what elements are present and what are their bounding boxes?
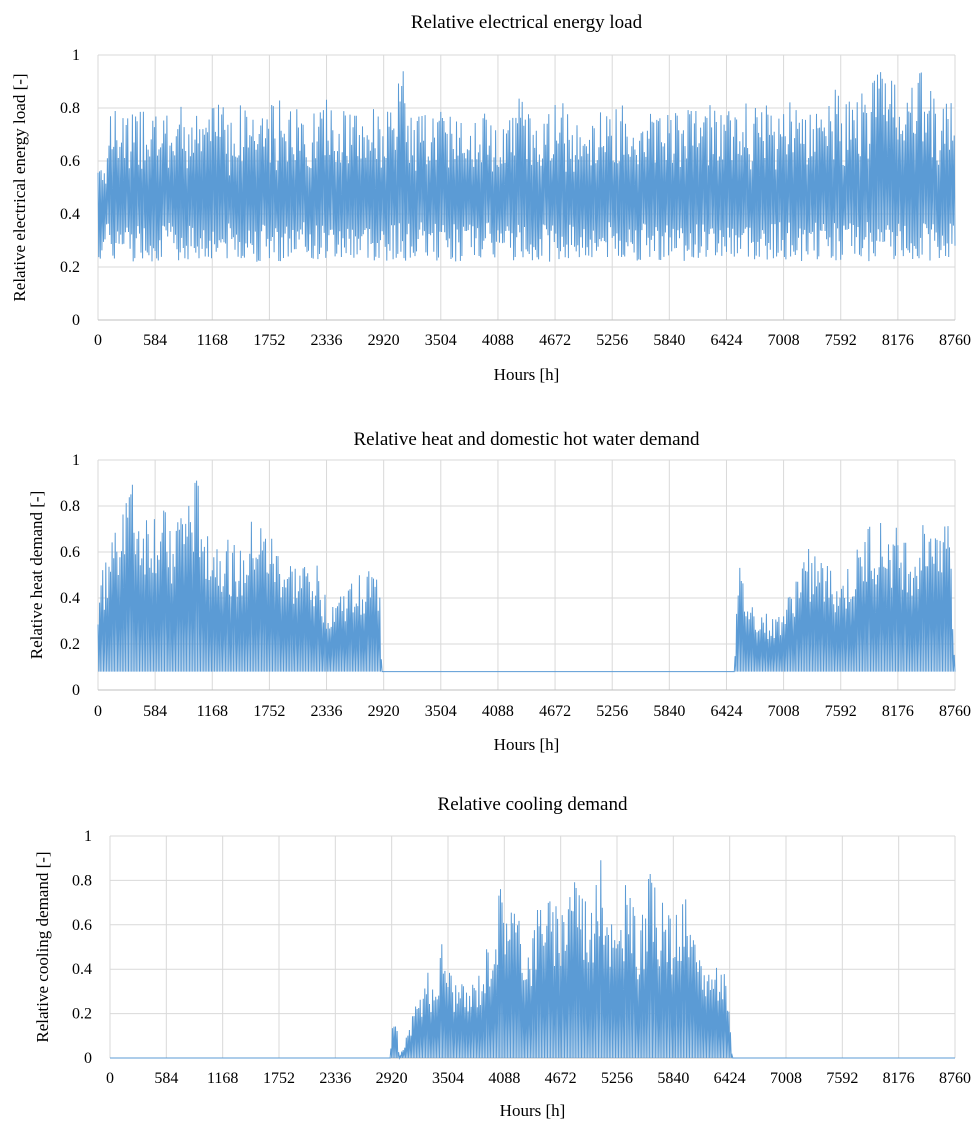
- x-tick-label: 2336: [311, 703, 343, 720]
- x-tick-label: 5840: [657, 1070, 689, 1087]
- x-tick-label: 2336: [319, 1070, 351, 1087]
- x-tick-label: 6424: [710, 703, 742, 720]
- x-tick-label: 4672: [539, 332, 571, 349]
- x-tick-label: 584: [143, 332, 167, 349]
- y-tick-label: 0.2: [72, 1006, 92, 1023]
- y-tick-label: 0: [72, 682, 80, 699]
- x-tick-label: 3504: [425, 703, 457, 720]
- y-axis-label: Relative electrical energy load [-]: [10, 73, 29, 301]
- x-tick-label: 1752: [253, 332, 285, 349]
- x-tick-label: 7008: [768, 332, 800, 349]
- y-axis-label: Relative heat demand [-]: [27, 491, 46, 660]
- y-tick-label: 0.2: [60, 636, 80, 653]
- y-tick-label: 0.4: [60, 590, 80, 607]
- x-tick-label: 8176: [883, 1070, 915, 1087]
- x-tick-label: 5256: [596, 332, 628, 349]
- x-tick-label: 3504: [425, 332, 457, 349]
- x-tick-label: 7592: [826, 1070, 858, 1087]
- x-tick-label: 7592: [825, 703, 857, 720]
- y-tick-label: 0.6: [72, 917, 92, 934]
- chart-1-svg: Relative heat and domestic hot water dem…: [27, 429, 971, 754]
- series-line: [110, 860, 955, 1060]
- x-tick-label: 1168: [197, 332, 228, 349]
- chart-0-svg: Relative electrical energy load 0 0.2 0.4 0.…: [10, 12, 971, 384]
- x-axis-label: Hours [h]: [500, 1101, 566, 1120]
- y-tick-label: 0.2: [60, 259, 80, 276]
- chart-heat-demand: Relative heat and domestic hot water dem…: [0, 420, 977, 760]
- y-axis-label: Relative cooling demand [-]: [33, 851, 52, 1042]
- x-tick-label: 8176: [882, 332, 914, 349]
- chart-cooling-demand: Relative cooling demand 0 0.2 0.4 0.6 0.8 1 0 58…: [0, 780, 977, 1121]
- y-tick-label: 0: [84, 1050, 92, 1067]
- x-tick-label: 8760: [939, 332, 971, 349]
- x-tick-label: 1752: [253, 703, 285, 720]
- chart-title: Relative cooling demand: [438, 794, 628, 815]
- x-tick-label: 2336: [311, 332, 343, 349]
- x-tick-label: 1168: [197, 703, 228, 720]
- chart-electrical-load: Relative electrical energy load 0 0.2 0.4 0.…: [0, 0, 977, 386]
- x-tick-label: 5256: [601, 1070, 633, 1087]
- series-line: [97, 480, 956, 673]
- x-tick-label: 4088: [482, 332, 514, 349]
- chart-title: Relative electrical energy load: [411, 12, 643, 33]
- x-tick-label: 1168: [207, 1070, 238, 1087]
- y-tick-label: 1: [72, 47, 80, 64]
- x-tick-label: 8760: [939, 703, 971, 720]
- x-tick-label: 8760: [939, 1070, 971, 1087]
- y-tick-label: 1: [84, 828, 92, 845]
- x-tick-label: 4672: [539, 703, 571, 720]
- x-tick-label: 2920: [368, 332, 400, 349]
- x-tick-label: 584: [154, 1070, 178, 1087]
- y-tick-label: 0.6: [60, 544, 80, 561]
- x-tick-label: 2920: [376, 1070, 408, 1087]
- x-tick-label: 7592: [825, 332, 857, 349]
- x-tick-label: 0: [94, 332, 102, 349]
- x-tick-label: 5840: [653, 332, 685, 349]
- y-tick-label: 0: [72, 312, 80, 329]
- x-tick-label: 5256: [596, 703, 628, 720]
- x-tick-label: 4672: [545, 1070, 577, 1087]
- y-tick-label: 0.8: [60, 100, 80, 117]
- y-tick-label: 0.8: [60, 498, 80, 515]
- x-tick-label: 2920: [368, 703, 400, 720]
- x-tick-label: 1752: [263, 1070, 295, 1087]
- x-tick-label: 0: [106, 1070, 114, 1087]
- x-tick-label: 7008: [770, 1070, 802, 1087]
- x-axis-label: Hours [h]: [494, 735, 560, 754]
- y-tick-label: 1: [72, 452, 80, 469]
- x-tick-label: 4088: [488, 1070, 520, 1087]
- x-tick-label: 7008: [768, 703, 800, 720]
- chart-title: Relative heat and domestic hot water dem…: [353, 429, 700, 450]
- y-tick-label: 0.6: [60, 153, 80, 170]
- y-tick-label: 0.4: [72, 961, 92, 978]
- x-tick-label: 4088: [482, 703, 514, 720]
- y-tick-label: 0.4: [60, 206, 80, 223]
- x-tick-label: 8176: [882, 703, 914, 720]
- x-tick-label: 6424: [714, 1070, 746, 1087]
- y-tick-label: 0.8: [72, 872, 92, 889]
- x-tick-label: 3504: [432, 1070, 464, 1087]
- chart-2-svg: Relative cooling demand 0 0.2 0.4 0.6 0.8 1 0 58…: [33, 794, 971, 1120]
- x-tick-label: 5840: [653, 703, 685, 720]
- x-tick-label: 584: [143, 703, 167, 720]
- series-line: [97, 71, 956, 262]
- x-axis-label: Hours [h]: [494, 365, 560, 384]
- x-tick-label: 0: [94, 703, 102, 720]
- x-tick-label: 6424: [710, 332, 742, 349]
